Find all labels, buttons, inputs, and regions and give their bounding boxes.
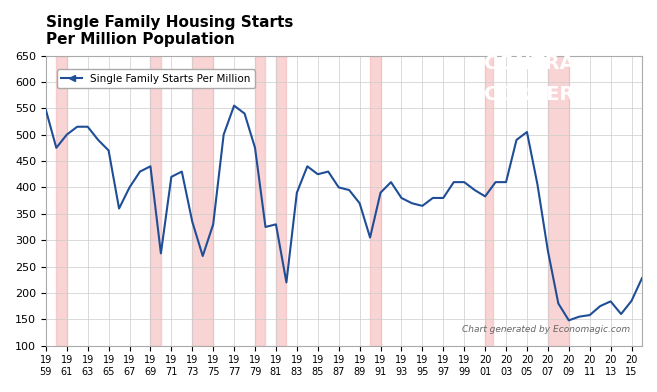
Text: CONTRA: CONTRA (484, 54, 574, 73)
Legend: Single Family Starts Per Million: Single Family Starts Per Million (57, 69, 255, 88)
Bar (150, 56, 161, 346)
Bar (485, 56, 493, 346)
Text: David Stockman's: David Stockman's (491, 29, 566, 38)
Bar (193, 56, 213, 346)
Bar (57, 56, 67, 346)
Text: Single Family Housing Starts
Per Million Population: Single Family Housing Starts Per Million… (46, 15, 293, 47)
Bar (276, 56, 286, 346)
Text: Chart generated by Economagic.com: Chart generated by Economagic.com (462, 325, 630, 334)
Text: CORNER: CORNER (484, 85, 574, 104)
Bar (548, 56, 569, 346)
Bar (255, 56, 265, 346)
Bar (370, 56, 380, 346)
